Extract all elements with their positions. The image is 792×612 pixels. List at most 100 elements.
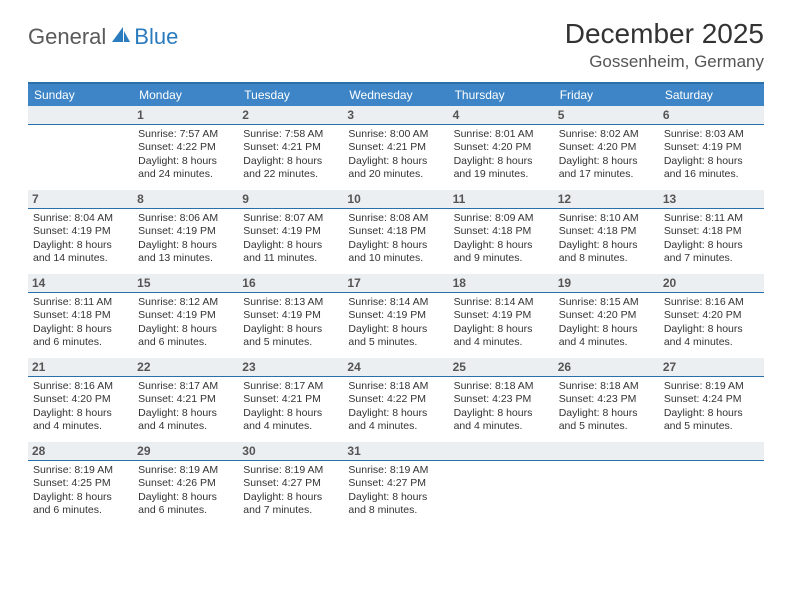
brand-part1: General: [28, 24, 106, 50]
day-number: 20: [659, 274, 764, 293]
day-cell: 7Sunrise: 8:04 AMSunset: 4:19 PMDaylight…: [28, 190, 133, 274]
sunrise-text: Sunrise: 8:02 AM: [559, 128, 654, 141]
daylight-text: Daylight: 8 hours and 4 minutes.: [33, 407, 128, 434]
daylight-text: Daylight: 8 hours and 8 minutes.: [348, 491, 443, 518]
sail-icon: [110, 25, 132, 50]
day-number: 5: [554, 106, 659, 125]
sunset-text: Sunset: 4:22 PM: [348, 393, 443, 406]
sunset-text: Sunset: 4:23 PM: [454, 393, 549, 406]
daylight-text: Daylight: 8 hours and 7 minutes.: [243, 491, 338, 518]
sunrise-text: Sunrise: 8:12 AM: [138, 296, 233, 309]
brand-logo: General Blue: [28, 18, 178, 50]
sunset-text: Sunset: 4:27 PM: [243, 477, 338, 490]
sunset-text: Sunset: 4:21 PM: [348, 141, 443, 154]
calendar-grid: Sunday Monday Tuesday Wednesday Thursday…: [28, 82, 764, 526]
day-cell: 22Sunrise: 8:17 AMSunset: 4:21 PMDayligh…: [133, 358, 238, 442]
month-title: December 2025: [565, 18, 764, 50]
sunrise-text: Sunrise: 8:17 AM: [138, 380, 233, 393]
sunrise-text: Sunrise: 8:19 AM: [138, 464, 233, 477]
sunset-text: Sunset: 4:27 PM: [348, 477, 443, 490]
daylight-text: Daylight: 8 hours and 14 minutes.: [33, 239, 128, 266]
weekday-label: Tuesday: [238, 84, 343, 106]
sunset-text: Sunset: 4:21 PM: [243, 393, 338, 406]
day-number: 3: [343, 106, 448, 125]
daylight-text: Daylight: 8 hours and 19 minutes.: [454, 155, 549, 182]
sunset-text: Sunset: 4:20 PM: [33, 393, 128, 406]
day-number: 27: [659, 358, 764, 377]
week-row: 7Sunrise: 8:04 AMSunset: 4:19 PMDaylight…: [28, 190, 764, 274]
day-number: 31: [343, 442, 448, 461]
sunrise-text: Sunrise: 8:17 AM: [243, 380, 338, 393]
daylight-text: Daylight: 8 hours and 5 minutes.: [559, 407, 654, 434]
day-number: 22: [133, 358, 238, 377]
day-cell: 8Sunrise: 8:06 AMSunset: 4:19 PMDaylight…: [133, 190, 238, 274]
day-cell: 21Sunrise: 8:16 AMSunset: 4:20 PMDayligh…: [28, 358, 133, 442]
sunrise-text: Sunrise: 8:14 AM: [454, 296, 549, 309]
sunset-text: Sunset: 4:19 PM: [33, 225, 128, 238]
sunrise-text: Sunrise: 8:18 AM: [559, 380, 654, 393]
sunset-text: Sunset: 4:20 PM: [454, 141, 549, 154]
day-cell: [659, 442, 764, 526]
day-number: [449, 442, 554, 461]
day-cell: 23Sunrise: 8:17 AMSunset: 4:21 PMDayligh…: [238, 358, 343, 442]
sunrise-text: Sunrise: 8:07 AM: [243, 212, 338, 225]
daylight-text: Daylight: 8 hours and 4 minutes.: [243, 407, 338, 434]
sunset-text: Sunset: 4:18 PM: [664, 225, 759, 238]
day-number: [659, 442, 764, 461]
sunset-text: Sunset: 4:22 PM: [138, 141, 233, 154]
sunset-text: Sunset: 4:21 PM: [243, 141, 338, 154]
day-number: 16: [238, 274, 343, 293]
daylight-text: Daylight: 8 hours and 4 minutes.: [559, 323, 654, 350]
sunset-text: Sunset: 4:24 PM: [664, 393, 759, 406]
day-cell: 26Sunrise: 8:18 AMSunset: 4:23 PMDayligh…: [554, 358, 659, 442]
sunset-text: Sunset: 4:25 PM: [33, 477, 128, 490]
sunset-text: Sunset: 4:26 PM: [138, 477, 233, 490]
sunrise-text: Sunrise: 8:15 AM: [559, 296, 654, 309]
sunrise-text: Sunrise: 8:18 AM: [348, 380, 443, 393]
day-cell: 4Sunrise: 8:01 AMSunset: 4:20 PMDaylight…: [449, 106, 554, 190]
week-row: 1Sunrise: 7:57 AMSunset: 4:22 PMDaylight…: [28, 106, 764, 190]
day-cell: 18Sunrise: 8:14 AMSunset: 4:19 PMDayligh…: [449, 274, 554, 358]
day-number: 6: [659, 106, 764, 125]
day-cell: 14Sunrise: 8:11 AMSunset: 4:18 PMDayligh…: [28, 274, 133, 358]
sunset-text: Sunset: 4:19 PM: [138, 309, 233, 322]
day-number: 4: [449, 106, 554, 125]
daylight-text: Daylight: 8 hours and 4 minutes.: [348, 407, 443, 434]
sunrise-text: Sunrise: 8:18 AM: [454, 380, 549, 393]
sunset-text: Sunset: 4:19 PM: [243, 225, 338, 238]
day-number: 21: [28, 358, 133, 377]
sunrise-text: Sunrise: 8:14 AM: [348, 296, 443, 309]
daylight-text: Daylight: 8 hours and 13 minutes.: [138, 239, 233, 266]
day-number: 14: [28, 274, 133, 293]
brand-part2: Blue: [134, 24, 178, 50]
weekday-label: Friday: [554, 84, 659, 106]
daylight-text: Daylight: 8 hours and 20 minutes.: [348, 155, 443, 182]
day-number: 10: [343, 190, 448, 209]
day-number: 24: [343, 358, 448, 377]
day-cell: 31Sunrise: 8:19 AMSunset: 4:27 PMDayligh…: [343, 442, 448, 526]
day-cell: 30Sunrise: 8:19 AMSunset: 4:27 PMDayligh…: [238, 442, 343, 526]
sunset-text: Sunset: 4:18 PM: [559, 225, 654, 238]
sunrise-text: Sunrise: 8:04 AM: [33, 212, 128, 225]
day-cell: 11Sunrise: 8:09 AMSunset: 4:18 PMDayligh…: [449, 190, 554, 274]
daylight-text: Daylight: 8 hours and 11 minutes.: [243, 239, 338, 266]
daylight-text: Daylight: 8 hours and 5 minutes.: [348, 323, 443, 350]
week-row: 14Sunrise: 8:11 AMSunset: 4:18 PMDayligh…: [28, 274, 764, 358]
day-number: 8: [133, 190, 238, 209]
day-cell: 12Sunrise: 8:10 AMSunset: 4:18 PMDayligh…: [554, 190, 659, 274]
daylight-text: Daylight: 8 hours and 6 minutes.: [33, 491, 128, 518]
day-cell: 2Sunrise: 7:58 AMSunset: 4:21 PMDaylight…: [238, 106, 343, 190]
daylight-text: Daylight: 8 hours and 7 minutes.: [664, 239, 759, 266]
daylight-text: Daylight: 8 hours and 17 minutes.: [559, 155, 654, 182]
daylight-text: Daylight: 8 hours and 5 minutes.: [664, 407, 759, 434]
sunrise-text: Sunrise: 8:10 AM: [559, 212, 654, 225]
day-number: 18: [449, 274, 554, 293]
sunset-text: Sunset: 4:19 PM: [348, 309, 443, 322]
day-cell: 3Sunrise: 8:00 AMSunset: 4:21 PMDaylight…: [343, 106, 448, 190]
daylight-text: Daylight: 8 hours and 16 minutes.: [664, 155, 759, 182]
day-number: 30: [238, 442, 343, 461]
title-block: December 2025 Gossenheim, Germany: [565, 18, 764, 72]
day-cell: 27Sunrise: 8:19 AMSunset: 4:24 PMDayligh…: [659, 358, 764, 442]
day-number: 15: [133, 274, 238, 293]
daylight-text: Daylight: 8 hours and 6 minutes.: [33, 323, 128, 350]
